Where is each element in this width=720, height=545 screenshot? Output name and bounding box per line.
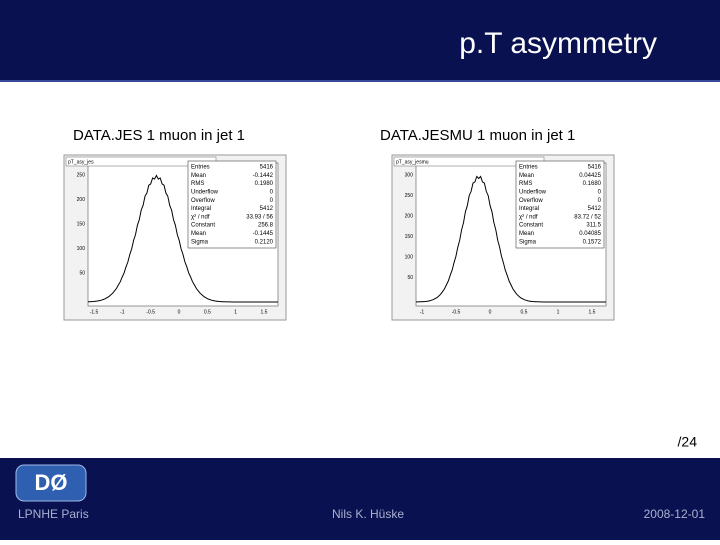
plot-title: pT_asy_jesmu [396, 159, 429, 165]
x-tick-label: -1.5 [90, 309, 99, 315]
stat-name: Entries [519, 165, 538, 171]
footer-bar [0, 458, 720, 540]
stats-box [515, 160, 605, 249]
x-tick-label: 1 [557, 309, 560, 315]
stat-value: 0.04425 [579, 173, 601, 179]
stat-value: 0.1680 [583, 181, 602, 187]
stat-name: Underflow [191, 189, 219, 195]
stat-name: Constant [519, 223, 543, 229]
stat-value: 33.93 / 56 [246, 214, 273, 220]
y-tick-label: 100 [77, 246, 86, 252]
x-tick-label: -0.5 [452, 309, 461, 315]
plot-title: pT_asy_jes [68, 159, 94, 165]
stat-value: -0.1442 [253, 173, 274, 179]
stat-value: 5416 [260, 165, 274, 171]
stat-name: Sigma [519, 239, 537, 245]
stat-name: Mean [191, 231, 206, 237]
stat-name: Mean [191, 173, 206, 179]
stat-name: Mean [519, 231, 534, 237]
stat-name: Integral [191, 206, 211, 212]
logo [15, 464, 87, 502]
footer-right: 2008-12-01 [644, 507, 706, 521]
stat-name: Sigma [191, 239, 209, 245]
x-tick-label: 1 [234, 309, 237, 315]
stat-name: Overflow [519, 198, 543, 204]
histogram [87, 174, 278, 303]
x-tick-label: 1.5 [261, 309, 268, 315]
x-tick-label: 0.5 [204, 309, 211, 315]
stat-name: RMS [519, 181, 532, 187]
y-tick-label: 250 [77, 172, 86, 178]
y-tick-label: 250 [405, 193, 414, 199]
slide-title: p.T asymmetry [459, 27, 657, 60]
stat-value: 256.8 [258, 223, 274, 229]
stat-name: Underflow [519, 189, 547, 195]
x-tick-label: 0 [178, 309, 181, 315]
footer-left: LPNHE Paris [18, 507, 89, 521]
stat-value: 5412 [588, 206, 602, 212]
stat-value: 0 [598, 189, 602, 195]
stat-name: RMS [191, 181, 204, 187]
y-tick-label: 200 [77, 197, 86, 203]
y-tick-label: 100 [405, 254, 414, 260]
stat-value: 0.1572 [583, 239, 602, 245]
stat-value: 5412 [260, 206, 274, 212]
header-bar [0, 0, 720, 82]
histogram [416, 175, 606, 303]
stat-name: Mean [519, 173, 534, 179]
logo-text: DØ [35, 470, 68, 495]
stat-value: 0.1980 [255, 181, 274, 187]
panel-label: DATA.JESMU 1 muon in jet 1 [380, 127, 575, 144]
header-rule [0, 80, 720, 82]
stat-name: Overflow [191, 198, 215, 204]
stat-value: 311.5 [586, 223, 601, 229]
x-tick-label: 0 [489, 309, 492, 315]
y-tick-label: 50 [79, 271, 85, 277]
stat-value: 5416 [588, 165, 602, 171]
stat-value: 0 [598, 198, 602, 204]
stat-name: χ² / ndf [519, 214, 538, 220]
y-tick-label: 150 [405, 234, 414, 240]
y-tick-label: 150 [77, 222, 86, 228]
x-tick-label: 0.5 [521, 309, 528, 315]
x-tick-label: -1 [120, 309, 125, 315]
stat-name: χ² / ndf [191, 214, 210, 220]
stat-value: 0 [270, 198, 274, 204]
stats-box [187, 160, 277, 249]
x-tick-label: -0.5 [146, 309, 155, 315]
stat-value: -0.1445 [253, 231, 274, 237]
stat-name: Integral [519, 206, 539, 212]
y-tick-label: 200 [405, 213, 414, 219]
stat-value: 0.2120 [255, 239, 274, 245]
page-number: /24 [678, 434, 698, 450]
y-tick-label: 50 [407, 275, 413, 281]
stat-value: 0 [270, 189, 274, 195]
x-tick-label: 1.5 [589, 309, 596, 315]
stat-name: Constant [191, 223, 215, 229]
stat-value: 83.72 / 52 [574, 214, 601, 220]
y-tick-label: 300 [405, 172, 414, 178]
panel-label: DATA.JES 1 muon in jet 1 [73, 127, 245, 144]
stat-name: Entries [191, 165, 210, 171]
footer-center: Nils K. Hüske [332, 507, 404, 521]
x-tick-label: -1 [420, 309, 425, 315]
stat-value: 0.04085 [579, 231, 601, 237]
